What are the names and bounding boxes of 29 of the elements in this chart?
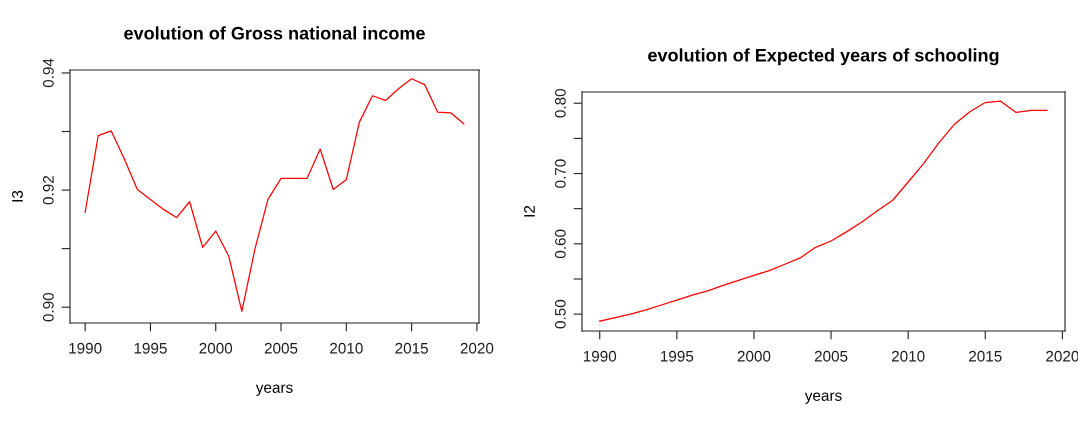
x-tick-label: 2005 <box>814 350 848 362</box>
x-tick-label: 2015 <box>969 350 1002 362</box>
x-tick-label: 2015 <box>395 342 428 354</box>
y-tick-label: 0.70 <box>554 159 566 188</box>
x-tick-label: 2020 <box>1046 350 1078 362</box>
y-axis-title: I3 <box>12 190 23 202</box>
x-tick-label: 1990 <box>69 342 102 354</box>
chart-title: evolution of Expected years of schooling <box>648 48 999 66</box>
x-tick-label: 2000 <box>199 342 233 354</box>
x-tick-label: 1995 <box>134 342 167 354</box>
y-tick-label: 0.94 <box>42 58 54 88</box>
x-tick-label: 2000 <box>737 350 771 362</box>
y-tick-label: 0.90 <box>42 292 54 322</box>
y-tick-label: 0.50 <box>554 299 566 329</box>
line-series <box>84 78 465 312</box>
x-tick-label: 1995 <box>661 350 694 362</box>
x-tick-label: 2020 <box>460 342 494 354</box>
x-axis-title: years <box>804 392 842 404</box>
chart-title: evolution of Gross national income <box>124 26 425 40</box>
x-axis-title: years <box>255 384 293 396</box>
y-tick-label: 0.80 <box>554 88 566 118</box>
y-axis-title: I2 <box>524 205 535 217</box>
x-tick-label: 2010 <box>891 350 925 362</box>
y-tick-label: 0.92 <box>42 175 54 205</box>
line-series <box>599 100 1048 322</box>
y-tick-label: 0.60 <box>554 229 566 259</box>
x-tick-label: 1990 <box>583 350 617 362</box>
x-tick-label: 2010 <box>330 342 363 354</box>
x-tick-label: 2005 <box>264 342 298 354</box>
